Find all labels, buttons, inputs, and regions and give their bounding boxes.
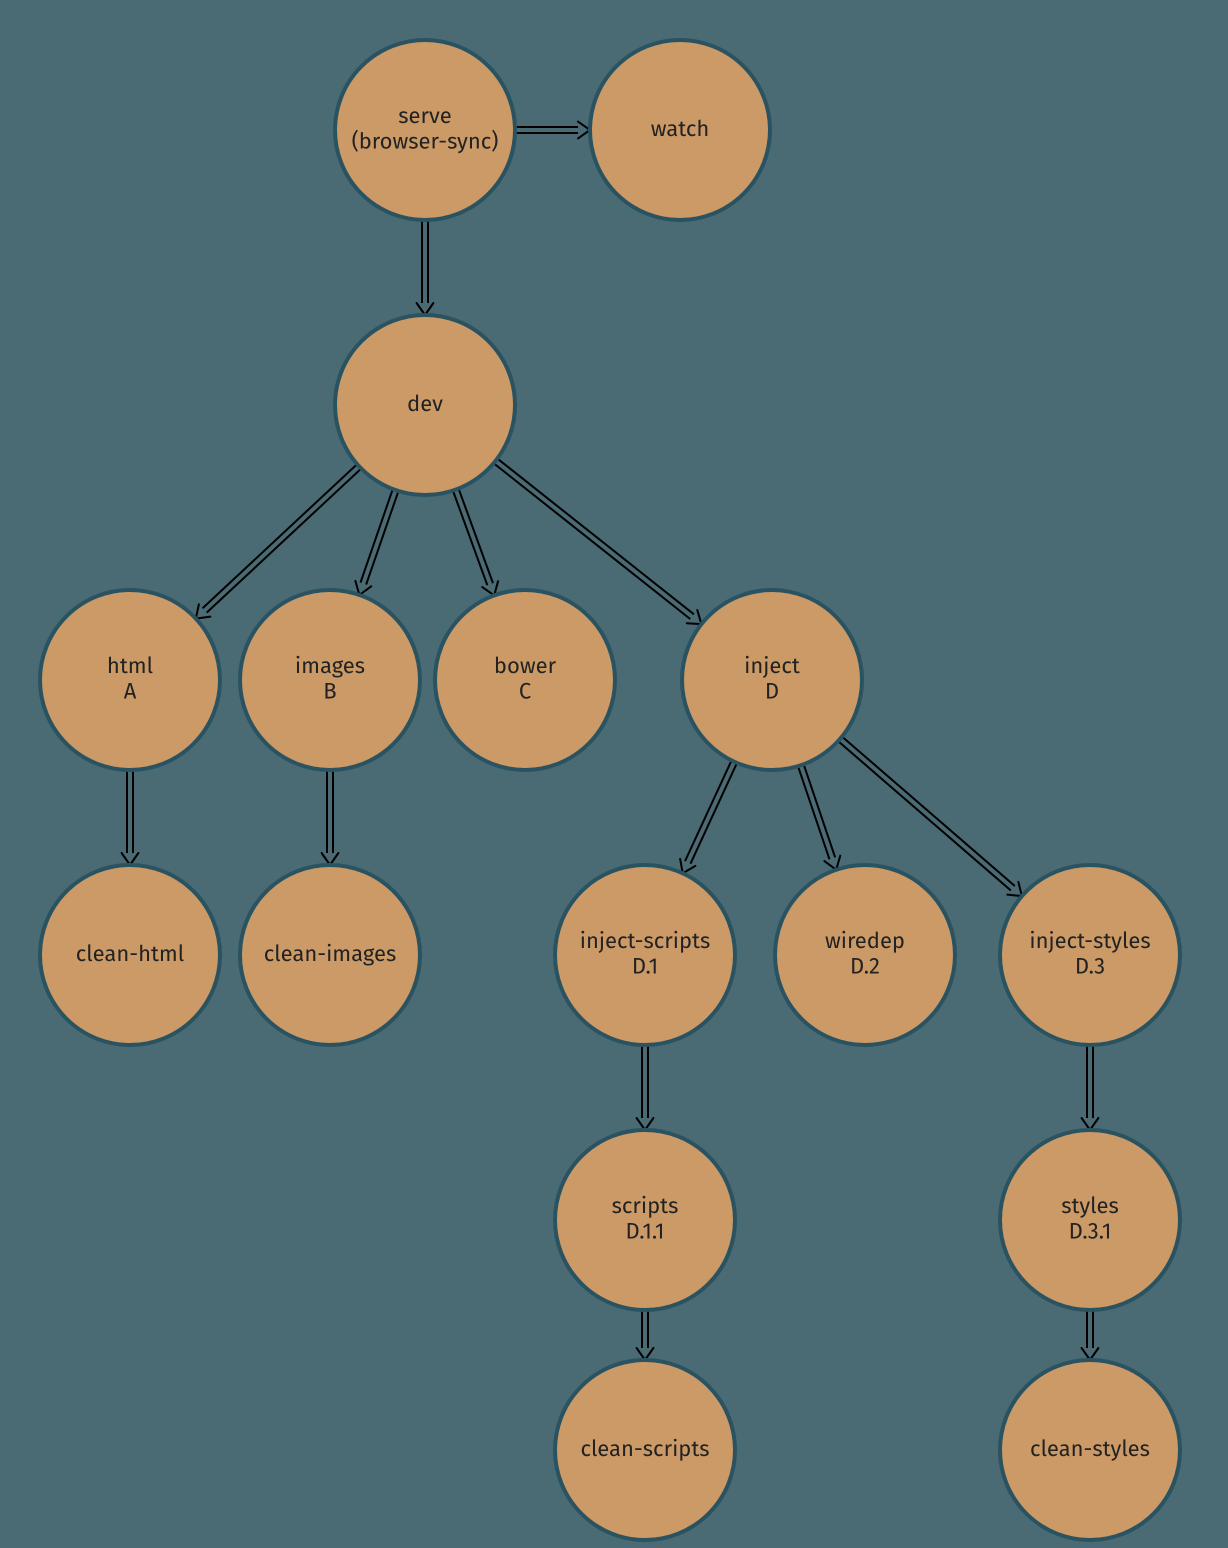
node-bower-label-1: C [519, 677, 531, 704]
node-clean-html-label-0: clean-html [76, 940, 184, 967]
node-html-label-0: html [107, 652, 153, 679]
node-inject-label-1: D [765, 677, 779, 704]
node-scripts: scriptsD.1.1 [555, 1130, 735, 1310]
node-inject-styles: inject-stylesD.3 [1000, 865, 1180, 1045]
node-clean-html: clean-html [40, 865, 220, 1045]
node-images: imagesB [240, 590, 420, 770]
node-images-label-0: images [295, 652, 365, 679]
node-styles-label-1: D.3.1 [1069, 1217, 1112, 1244]
node-clean-images-label-0: clean-images [264, 940, 397, 967]
node-inject-styles-label-0: inject-styles [1029, 927, 1150, 954]
node-inject-scripts-label-1: D.1 [632, 952, 658, 979]
node-watch: watch [590, 40, 770, 220]
node-bower: bowerC [435, 590, 615, 770]
node-inject-label-0: inject [744, 652, 800, 679]
node-wiredep-label-1: D.2 [850, 952, 880, 979]
node-dev-label-0: dev [407, 390, 443, 417]
node-html-label-1: A [124, 677, 137, 704]
node-clean-scripts: clean-scripts [555, 1360, 735, 1540]
node-inject: injectD [682, 590, 862, 770]
node-inject-scripts-label-0: inject-scripts [580, 927, 710, 954]
node-bower-label-0: bower [494, 652, 557, 679]
node-dev: dev [335, 315, 515, 495]
node-inject-scripts: inject-scriptsD.1 [555, 865, 735, 1045]
node-images-label-1: B [323, 677, 336, 704]
node-styles-label-0: styles [1061, 1192, 1119, 1219]
node-watch-label-0: watch [651, 115, 710, 142]
node-serve-label-1: (browser-sync) [352, 127, 499, 154]
node-styles: stylesD.3.1 [1000, 1130, 1180, 1310]
node-clean-styles: clean-styles [1000, 1360, 1180, 1540]
node-clean-images: clean-images [240, 865, 420, 1045]
task-dependency-diagram: serve(browser-sync)watchdevhtmlAimagesBb… [0, 0, 1228, 1548]
node-wiredep-label-0: wiredep [825, 927, 905, 954]
node-clean-styles-label-0: clean-styles [1030, 1435, 1150, 1462]
node-wiredep: wiredepD.2 [775, 865, 955, 1045]
node-inject-styles-label-1: D.3 [1075, 952, 1105, 979]
node-scripts-label-0: scripts [612, 1192, 679, 1219]
node-scripts-label-1: D.1.1 [626, 1217, 665, 1244]
node-serve-label-0: serve [398, 102, 451, 129]
node-html: htmlA [40, 590, 220, 770]
node-serve: serve(browser-sync) [335, 40, 515, 220]
node-clean-scripts-label-0: clean-scripts [580, 1435, 709, 1462]
